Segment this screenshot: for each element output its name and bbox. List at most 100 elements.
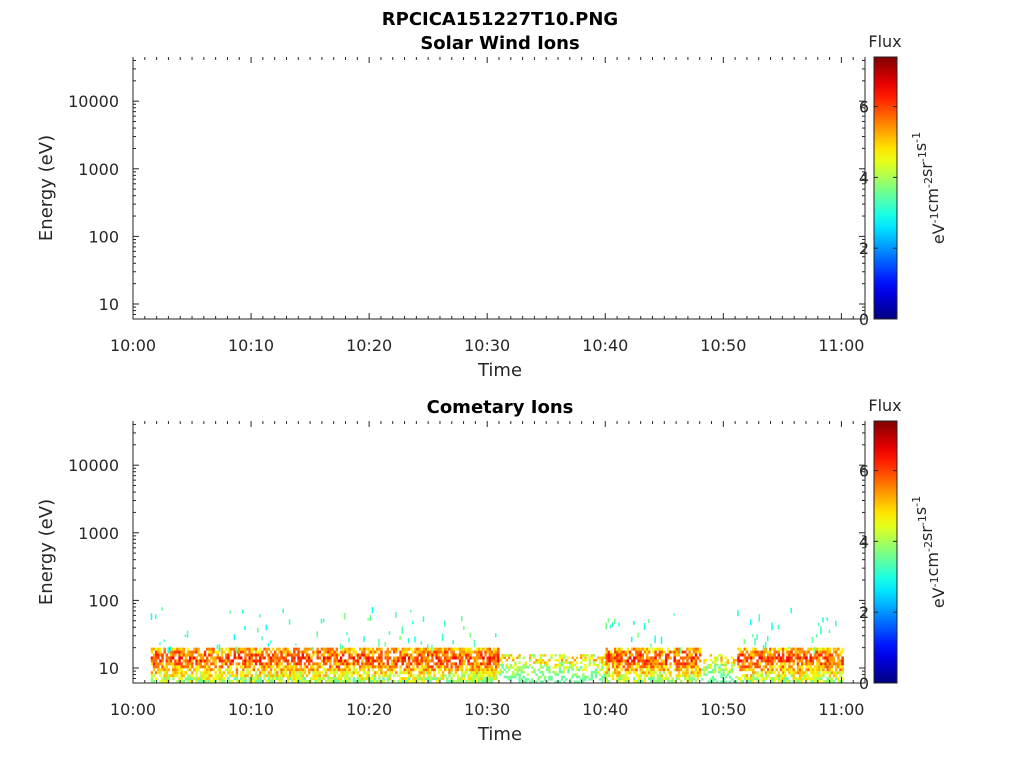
spectrogram-cell (648, 662, 651, 666)
spectrogram-cell (261, 656, 264, 660)
spectrogram-cell (613, 659, 617, 663)
spectrogram-cell (412, 650, 415, 654)
spectrogram-cell (524, 663, 528, 667)
spectrogram-cell (346, 665, 349, 669)
spectrogram-cell (679, 665, 683, 669)
spectrogram-cell (482, 668, 485, 672)
spectrogram-cell (422, 674, 426, 678)
spectrogram-cell (560, 661, 564, 664)
panel-title-cometary: Cometary Ions (427, 397, 574, 418)
spectrogram-cell (297, 656, 300, 660)
spectrogram-cell (227, 668, 230, 672)
spectrogram-cell (460, 659, 464, 663)
spectrogram-cell (473, 662, 477, 666)
spectrogram-cell (416, 665, 419, 669)
spectrogram-cell (186, 674, 190, 678)
spectrogram-cell (458, 656, 462, 660)
spectrogram-cell (497, 665, 500, 669)
spectrogram-cell (773, 647, 776, 651)
spectrogram-cell (429, 677, 432, 681)
spectrogram-cell (822, 674, 825, 678)
spectrogram-cell (637, 656, 640, 660)
spectrogram-cell (363, 671, 366, 675)
spectrogram-cell (267, 659, 271, 663)
spectrogram-cell (830, 680, 834, 683)
spectrogram-cell (256, 677, 260, 681)
spectrogram-cell (571, 656, 574, 659)
spectrogram-cell (314, 671, 317, 675)
spectrogram-cell (603, 656, 606, 659)
spectrogram-cell (465, 668, 468, 672)
spectrogram-cell (607, 653, 611, 657)
spectrogram-cell (760, 653, 764, 657)
spectrogram-cell (180, 653, 183, 657)
spectrogram-cell (284, 680, 288, 683)
spectrogram-cell (711, 680, 715, 683)
spectrogram-cell (480, 680, 483, 683)
spectrogram-cell (618, 671, 621, 675)
spectrogram-cell (233, 656, 237, 660)
spectrogram-cell (327, 674, 330, 678)
spectrogram-cell (273, 656, 277, 660)
colorbar-units: eV-1cm-2sr-1s-1 (910, 132, 948, 244)
spectrogram-cell (392, 680, 396, 683)
spectrogram-cell (686, 674, 689, 678)
spectrogram-cell (259, 659, 262, 663)
spectrogram-cell (490, 650, 494, 654)
spectrogram-cell (409, 671, 413, 675)
spectrogram-cell (592, 661, 596, 664)
spectrogram-cell (788, 662, 791, 666)
spectrogram-cell (511, 666, 515, 669)
spectrogram-cell (514, 661, 517, 664)
spectrogram-cell (839, 680, 842, 683)
spectrogram-cell (541, 654, 545, 657)
spectrogram-cell (167, 677, 171, 681)
spectrogram-cell (631, 636, 633, 643)
spectrogram-cell (633, 659, 636, 663)
spectrogram-cell (375, 665, 379, 669)
spectrogram-cell (244, 677, 247, 681)
spectrogram-cell (622, 674, 625, 678)
spectrogram-cell (741, 662, 744, 666)
spectrogram-cell (475, 665, 479, 669)
spectrogram-cell (352, 677, 356, 681)
spectrogram-cell (469, 665, 472, 669)
spectrogram-cell (182, 647, 186, 651)
spectrogram-cell (497, 671, 500, 675)
spectrogram-cell (214, 650, 217, 654)
spectrogram-cell (788, 680, 791, 683)
spectrogram-cell (788, 650, 791, 654)
spectrogram-cell (745, 647, 749, 651)
spectrogram-cell (579, 661, 583, 664)
spectrogram-cell (433, 650, 436, 654)
spectrogram-cell (752, 668, 755, 672)
spectrogram-cell (205, 680, 209, 683)
spectrogram-cell (818, 665, 821, 669)
spectrogram-cell (739, 647, 742, 651)
spectrogram-cell (818, 671, 821, 675)
spectrogram-cell (214, 674, 217, 678)
spectrogram-cell (477, 647, 481, 651)
spectrogram-cell (775, 662, 778, 666)
spectrogram-cell (662, 650, 666, 654)
spectrogram-cell (318, 680, 322, 683)
spectrogram-cell (205, 647, 209, 651)
spectrogram-cell (350, 647, 353, 651)
spectrogram-cell (605, 668, 608, 672)
spectrogram-cell (469, 632, 471, 638)
spectrogram-cell (458, 677, 462, 681)
spectrogram-cell (439, 677, 443, 681)
spectrogram-cell (781, 677, 785, 681)
spectrogram-cell (159, 653, 162, 657)
spectrogram-cell (620, 662, 623, 666)
spectrogram-cell (490, 656, 494, 660)
spectrogram-cell (225, 668, 228, 672)
spectrogram-cell (282, 668, 285, 672)
x-axis-label-cometary: Time (477, 724, 522, 745)
spectrogram-cell (575, 680, 579, 683)
spectrogram-cell (582, 668, 585, 671)
spectrogram-cell (363, 635, 365, 642)
spectrogram-cell (490, 680, 494, 683)
spectrogram-cell (227, 650, 230, 654)
spectrogram-cell (443, 647, 447, 651)
